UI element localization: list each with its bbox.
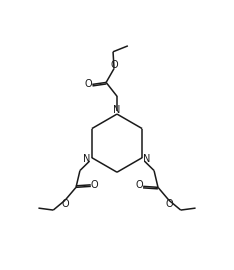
Text: O: O	[110, 60, 118, 70]
Text: O: O	[84, 79, 92, 89]
Text: N: N	[84, 154, 91, 164]
Text: N: N	[113, 105, 121, 115]
Text: O: O	[91, 180, 99, 190]
Text: N: N	[143, 154, 150, 164]
Text: O: O	[135, 180, 143, 190]
Text: O: O	[61, 199, 69, 209]
Text: O: O	[165, 199, 173, 209]
